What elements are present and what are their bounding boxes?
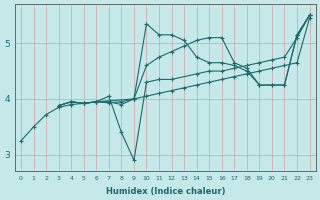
X-axis label: Humidex (Indice chaleur): Humidex (Indice chaleur): [106, 187, 225, 196]
